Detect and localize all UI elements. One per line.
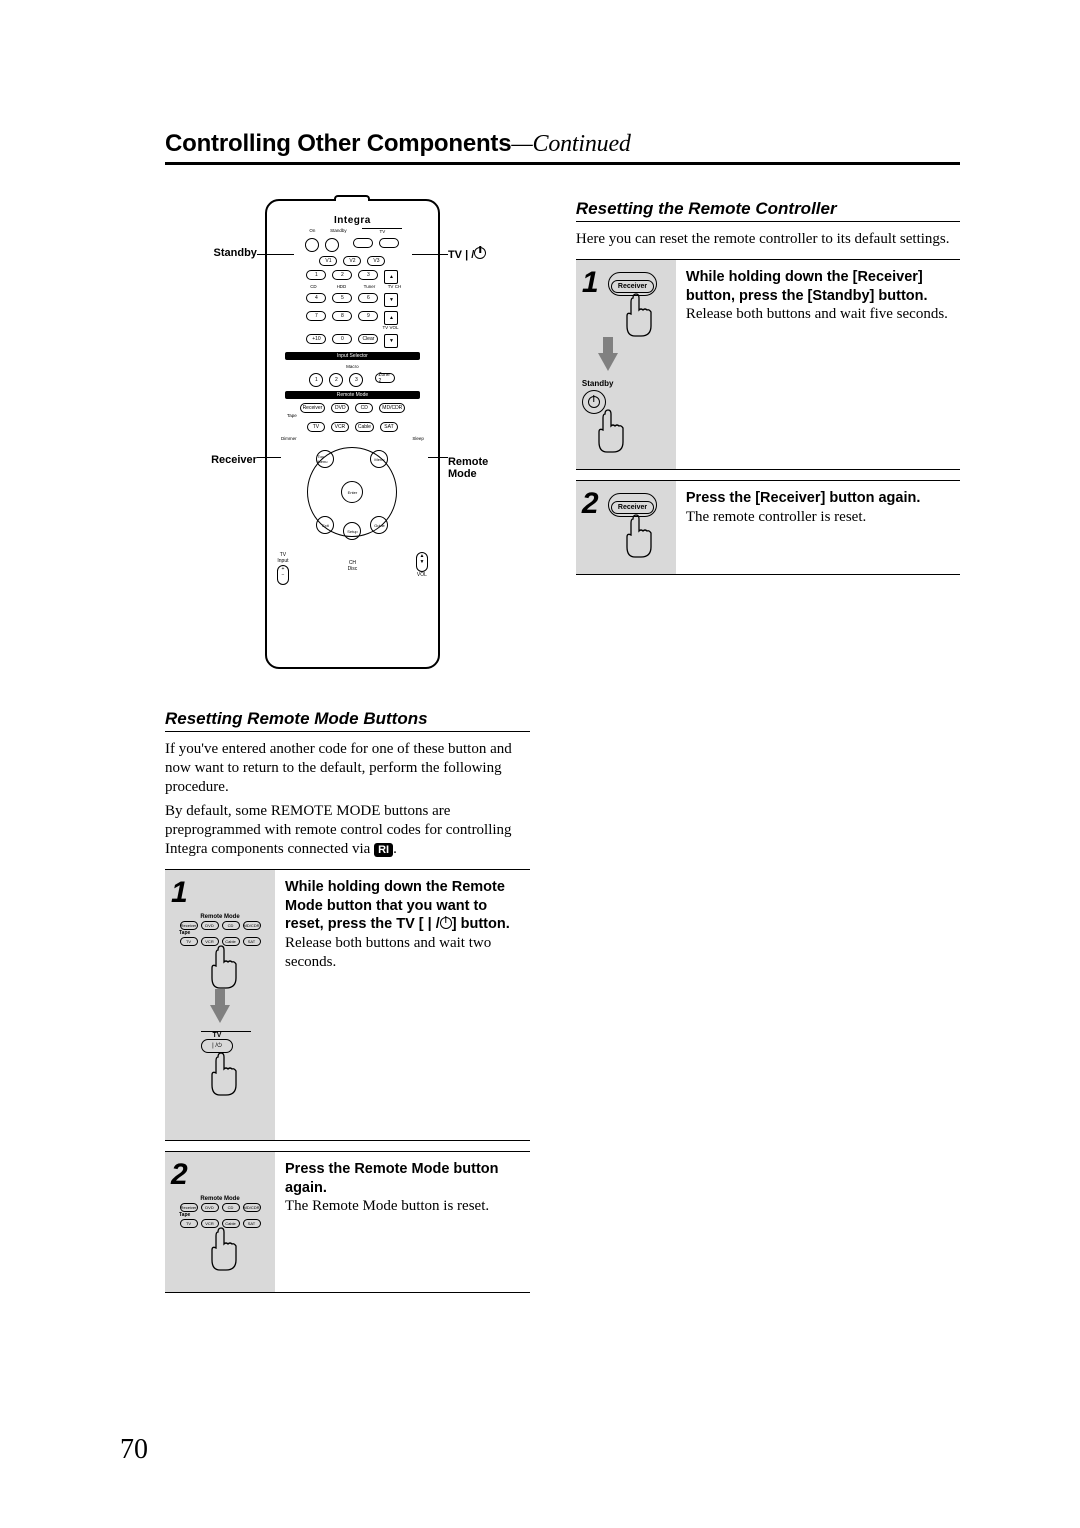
row-123-labels: CD HDD Tuner TV CH — [267, 284, 438, 289]
label-standby: Standby — [187, 247, 257, 259]
mini-remote-mode: Remote Mode Receiver DVD CD MD/CDR Tape … — [171, 1196, 269, 1228]
columns: Standby Receiver Integra On Standby TV — [165, 199, 960, 1293]
hand-icon — [201, 944, 243, 992]
left-step-2-graphic: 2 Remote Mode Receiver DVD CD MD/CDR Tap… — [165, 1152, 275, 1292]
right-column: Resetting the Remote Controller Here you… — [576, 199, 960, 1293]
left-column: Standby Receiver Integra On Standby TV — [165, 199, 530, 1293]
ri-icon: RI — [374, 843, 393, 857]
mini-remote-mode: Remote Mode Receiver DVD CD MD/CDR Tape … — [171, 914, 269, 946]
right-step-1: 1 Receiver Standby While holding dow — [576, 259, 960, 470]
row-123: 1 2 3 ▲ — [267, 270, 438, 284]
standby-label: Standby — [582, 379, 670, 388]
power-icon — [588, 396, 600, 408]
left-step-2-text: Press the Remote Mode button again. The … — [275, 1152, 530, 1292]
left-step-1-text: While holding down the Remote Mode butto… — [275, 870, 530, 1140]
row-last: +10 0 Clear ▼ — [267, 334, 438, 348]
hand-icon — [201, 1051, 243, 1099]
remote-right-labels: TV | / Remote Mode — [448, 199, 508, 480]
arrow-down-icon — [210, 1005, 230, 1023]
remote-notch — [334, 195, 370, 201]
tv-button-graphic: TV | /⏻ — [171, 1031, 269, 1053]
step-instruction: Press the Remote Mode button again. — [285, 1160, 526, 1197]
remote-diagram: Standby Receiver Integra On Standby TV — [165, 199, 530, 669]
step-instruction: While holding down the [Receiver] button… — [686, 268, 956, 305]
macro-row: 1 2 3 Zone 2 — [267, 373, 438, 387]
right-section-title: Resetting the Remote Controller — [576, 199, 960, 222]
label-tv: TV | / — [448, 247, 508, 261]
left-para2: By default, some REMOTE MODE buttons are… — [165, 802, 530, 860]
left-step-1: 1 Remote Mode Receiver DVD CD MD/CDR Tap… — [165, 869, 530, 1141]
left-step-1-graphic: 1 Remote Mode Receiver DVD CD MD/CDR Tap… — [165, 870, 275, 1140]
page-number: 70 — [120, 1434, 148, 1466]
power-icon — [440, 917, 452, 929]
top-btn-row — [267, 238, 438, 252]
step-detail: The remote controller is reset. — [686, 508, 956, 527]
remote-left-labels: Standby Receiver — [187, 199, 257, 466]
label-receiver: Receiver — [187, 454, 257, 466]
top-label-row: On Standby TV — [267, 228, 438, 234]
left-step-2: 2 Remote Mode Receiver DVD CD MD/CDR Tap… — [165, 1151, 530, 1293]
page-header: Controlling Other Components—Continued — [165, 130, 960, 165]
page: Controlling Other Components—Continued S… — [0, 0, 1080, 1528]
right-step-1-text: While holding down the [Receiver] button… — [676, 260, 960, 469]
hand-icon — [616, 513, 658, 561]
header-title-bold: Controlling Other Components — [165, 130, 511, 157]
right-step-1-graphic: 1 Receiver Standby — [576, 260, 676, 469]
right-intro: Here you can reset the remote controller… — [576, 230, 960, 249]
hand-icon — [588, 408, 630, 456]
right-step-2-text: Press the [Receiver] button again. The r… — [676, 481, 960, 574]
mode-row1: Receiver DVD CD MD/CDR — [267, 403, 438, 413]
mode-row2: TV VCR Cable SAT — [267, 422, 438, 432]
remote-mode-bar: Remote Mode — [285, 391, 420, 399]
remote-brand: Integra — [267, 215, 438, 226]
right-step-2: 2 Receiver Press the [Receiver] button a… — [576, 480, 960, 575]
right-step-2-graphic: 2 Receiver — [576, 481, 676, 574]
header-title-italic: —Continued — [511, 131, 630, 157]
left-section-title: Resetting Remote Mode Buttons — [165, 709, 530, 732]
input-selector-bar: Input Selector — [285, 352, 420, 360]
power-icon — [474, 247, 486, 259]
arrow-down-icon — [598, 353, 618, 371]
step-number: 1 — [171, 878, 269, 908]
row-456: 4 5 6 ▼ — [267, 293, 438, 307]
left-para1: If you've entered another code for one o… — [165, 740, 530, 798]
hand-icon — [201, 1226, 243, 1274]
v-row: V1 V2 V3 — [267, 256, 438, 266]
step-detail: Release both buttons and wait five secon… — [686, 305, 956, 324]
step-number: 2 — [171, 1160, 269, 1190]
step-instruction: Press the [Receiver] button again. — [686, 489, 956, 508]
remote-outline: Integra On Standby TV V1 V2 — [265, 199, 440, 669]
header-title: Controlling Other Components—Continued — [165, 130, 960, 158]
step-detail: The Remote Mode button is reset. — [285, 1197, 526, 1216]
row-789: 7 8 9 ▲ — [267, 311, 438, 325]
step-detail: Release both buttons and wait two second… — [285, 934, 526, 972]
hand-icon — [616, 292, 658, 340]
dpad: Enter Top Menu Menu Exit Guide Setup — [307, 447, 397, 537]
step-instruction: While holding down the Remote Mode butto… — [285, 878, 526, 934]
label-remote-mode: Remote Mode — [448, 456, 508, 480]
